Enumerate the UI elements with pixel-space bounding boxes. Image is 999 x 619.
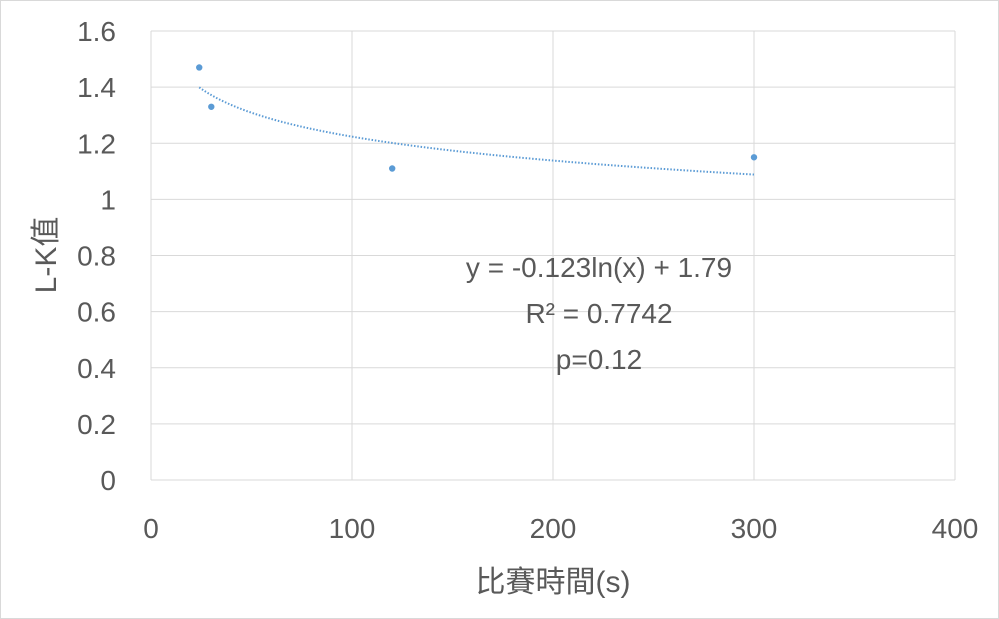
y-tick-label: 0.8 [77, 241, 116, 272]
data-points [196, 64, 758, 172]
y-tick-label: 1.2 [77, 128, 116, 159]
data-point [750, 154, 758, 161]
x-tick-label: 100 [329, 513, 376, 544]
y-axis-title: L-K值 [30, 217, 63, 294]
p-value-label: p=0.12 [556, 344, 642, 375]
data-point [389, 165, 396, 172]
gridlines [150, 30, 956, 481]
y-tick-label: 0 [100, 465, 116, 496]
y-tick-label: 1 [100, 184, 116, 215]
y-tick-label: 1.4 [77, 72, 116, 103]
data-point [208, 103, 215, 110]
x-tick-label: 400 [932, 513, 979, 544]
equation-label: y = -0.123ln(x) + 1.79 [466, 252, 732, 283]
y-tick-label: 0.6 [77, 297, 116, 328]
data-point [196, 64, 203, 71]
y-axis-ticks: 0 0.2 0.4 0.6 0.8 1 1.2 1.4 1.6 [77, 16, 116, 496]
x-tick-label: 300 [731, 513, 778, 544]
trendline [198, 86, 755, 176]
y-tick-label: 0.2 [77, 409, 116, 440]
x-tick-label: 0 [143, 513, 159, 544]
y-tick-label: 0.4 [77, 353, 116, 384]
x-axis-ticks: 0 100 200 300 400 [143, 513, 978, 544]
y-tick-label: 1.6 [77, 16, 116, 47]
r-squared-label: R² = 0.7742 [525, 298, 672, 329]
x-tick-label: 200 [530, 513, 577, 544]
x-axis-title: 比賽時間(s) [476, 566, 631, 599]
